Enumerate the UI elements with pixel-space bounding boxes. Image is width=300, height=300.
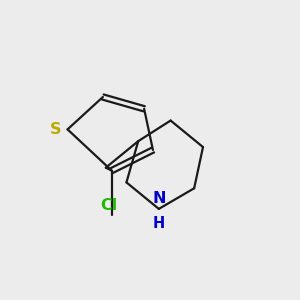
Text: Cl: Cl bbox=[100, 198, 117, 213]
Text: N: N bbox=[152, 191, 166, 206]
Text: S: S bbox=[50, 122, 61, 137]
Text: H: H bbox=[153, 216, 165, 231]
